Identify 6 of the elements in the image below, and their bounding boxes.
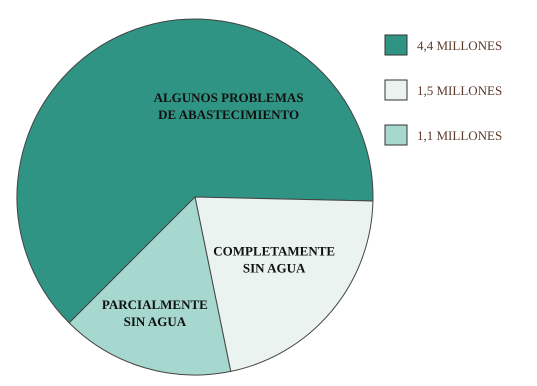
legend-label: 1,5 MILLONES [417, 83, 502, 98]
legend-label: 1,1 MILLONES [417, 128, 502, 143]
text: PARCIALMENTE SIN AGUA [102, 296, 208, 329]
text: COMPLETAMENTE SIN AGUA [213, 244, 336, 276]
legend-label: 4,4 MILLONES [417, 38, 502, 53]
text: ALGUNOS PROBLEMAS DE ABASTECIMIENTO [154, 90, 304, 122]
